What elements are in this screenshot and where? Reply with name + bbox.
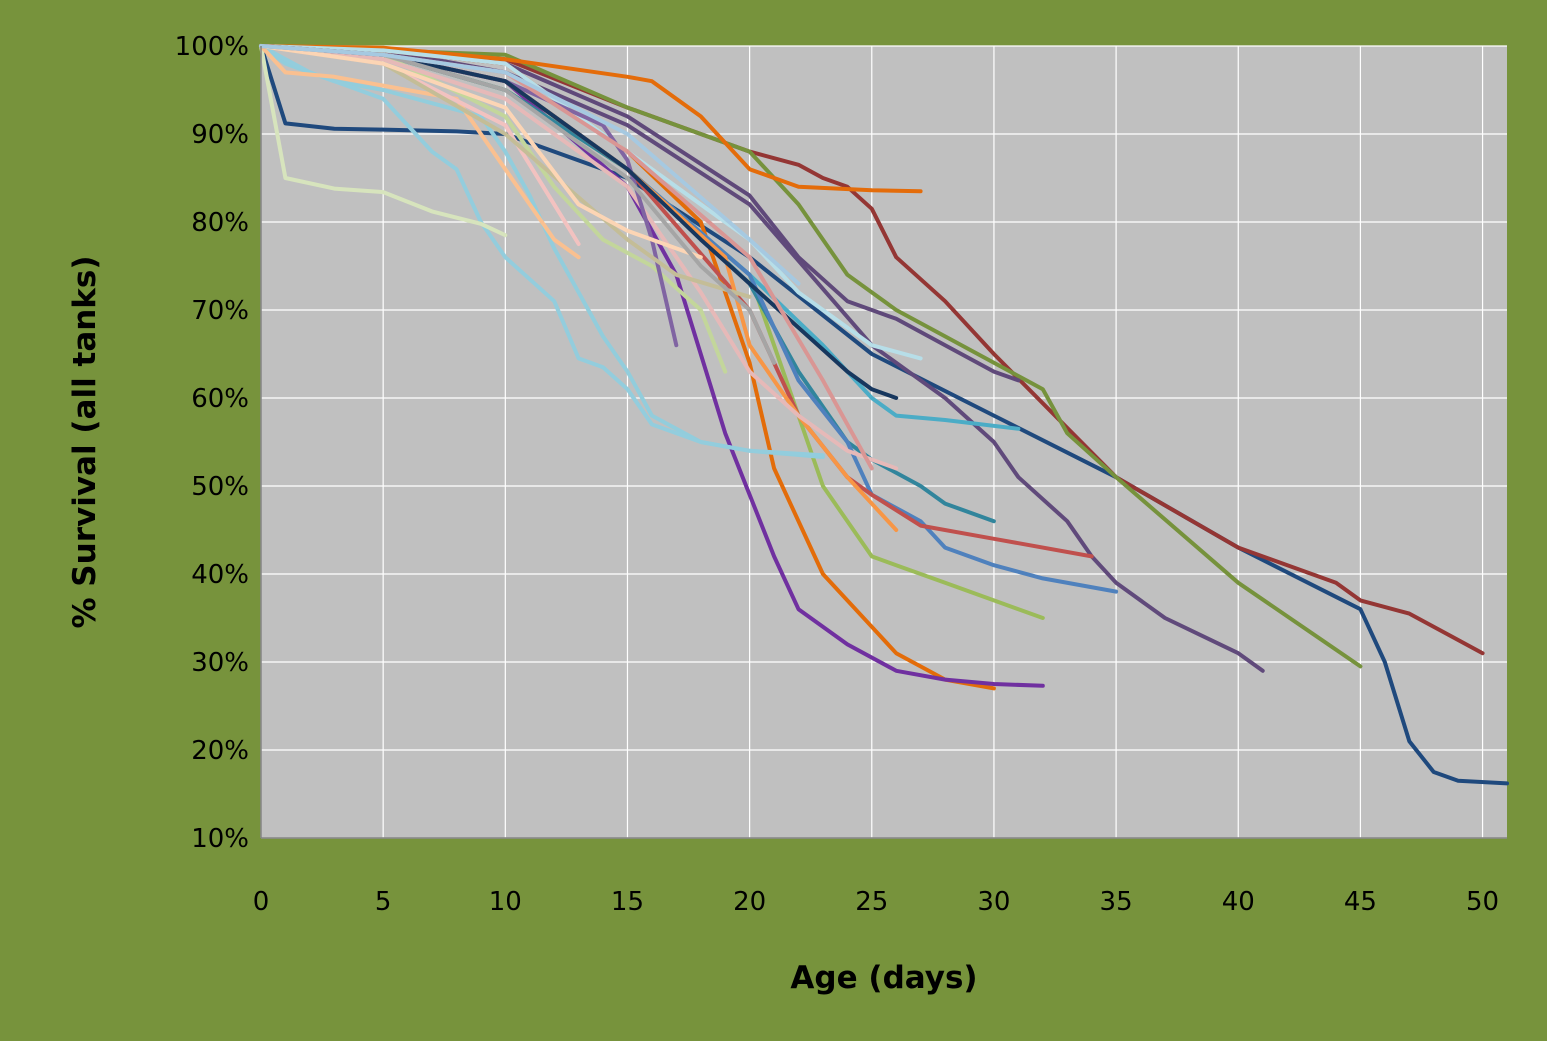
x-tick-label: 0 bbox=[253, 887, 270, 917]
series-lines bbox=[259, 44, 1509, 786]
x-axis-title: Age (days) bbox=[790, 960, 977, 996]
x-tick-label: 15 bbox=[611, 887, 644, 917]
series-line-26 bbox=[259, 44, 703, 260]
series-line-3 bbox=[259, 44, 1363, 669]
plot-area bbox=[261, 46, 1507, 838]
series-line-1 bbox=[259, 44, 1509, 786]
series-line-29 bbox=[259, 44, 801, 286]
series-line-21 bbox=[259, 44, 899, 471]
y-tick-label: 70% bbox=[191, 296, 249, 326]
y-tick-label: 60% bbox=[191, 384, 249, 414]
x-tick-label: 5 bbox=[375, 887, 392, 917]
y-tick-label: 40% bbox=[191, 560, 249, 590]
y-axis-title: % Survival (all tanks) bbox=[67, 255, 103, 628]
x-tick-label: 25 bbox=[855, 887, 888, 917]
y-tick-label: 20% bbox=[191, 736, 249, 766]
series-line-6 bbox=[259, 44, 923, 194]
x-tick-label: 10 bbox=[489, 887, 522, 917]
x-tick-label: 20 bbox=[733, 887, 766, 917]
y-tick-label: 10% bbox=[191, 824, 249, 854]
tick-labels: 0 5 10 15 20 25 30 35 40 45 50 10% 20% 30% 40% 50% 60% 70… bbox=[175, 32, 1499, 917]
x-tick-label: 40 bbox=[1222, 887, 1255, 917]
y-tick-label: 90% bbox=[191, 120, 249, 150]
series-line-24 bbox=[259, 44, 899, 400]
series-line-17 bbox=[259, 44, 825, 458]
x-tick-label: 50 bbox=[1466, 887, 1499, 917]
y-tick-label: 30% bbox=[191, 648, 249, 678]
x-tick-label: 30 bbox=[977, 887, 1010, 917]
x-tick-label: 45 bbox=[1344, 887, 1377, 917]
series-line-18 bbox=[259, 44, 508, 238]
x-tick-label: 35 bbox=[1100, 887, 1133, 917]
y-tick-label: 80% bbox=[191, 208, 249, 238]
series-line-5 bbox=[259, 44, 1265, 673]
y-tick-label: 50% bbox=[191, 472, 249, 502]
y-tick-label: 100% bbox=[175, 32, 249, 62]
